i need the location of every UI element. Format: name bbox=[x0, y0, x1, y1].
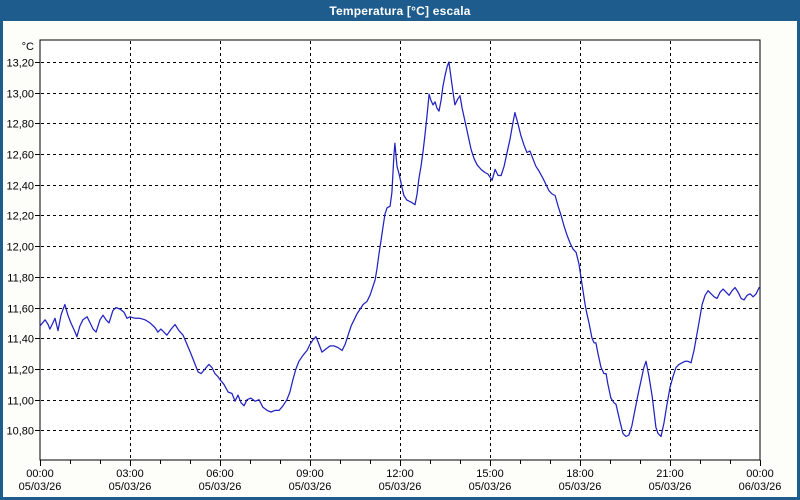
x-tick-time-label: 09:00 bbox=[296, 468, 324, 480]
y-tick-label: 12,80 bbox=[6, 119, 34, 131]
x-tick-time-label: 12:00 bbox=[386, 468, 414, 480]
x-tick-time-label: 21:00 bbox=[656, 468, 684, 480]
y-tick-label: 12,20 bbox=[6, 211, 34, 223]
x-tick-time-label: 00:00 bbox=[26, 468, 54, 480]
window-title: Temperatura [°C] escala bbox=[329, 3, 471, 18]
x-tick-date-label: 05/03/26 bbox=[649, 481, 692, 493]
y-tick-label: 11,40 bbox=[7, 334, 34, 346]
y-axis-unit-label: °C bbox=[22, 41, 34, 53]
x-tick-time-label: 18:00 bbox=[566, 468, 594, 480]
x-tick-time-label: 00:00 bbox=[746, 468, 774, 480]
y-tick-label: 11,20 bbox=[7, 365, 34, 377]
y-tick-label: 11,60 bbox=[7, 304, 34, 316]
x-tick-time-label: 06:00 bbox=[206, 468, 234, 480]
x-tick-date-label: 05/03/26 bbox=[199, 481, 242, 493]
y-tick-label: 11,80 bbox=[7, 273, 34, 285]
y-tick-label: 13,20 bbox=[6, 58, 34, 70]
y-tick-label: 13,00 bbox=[6, 89, 34, 101]
y-tick-label: 12,40 bbox=[6, 181, 34, 193]
temperature-line bbox=[39, 61, 760, 438]
temperature-chart: °C 13,20 13,00 12,80 12,60 12,40 12,20 12,00 11,… bbox=[6, 39, 782, 493]
x-tick-date-label: 05/03/26 bbox=[379, 481, 422, 493]
x-tick-time-label: 15:00 bbox=[476, 468, 504, 480]
y-tick-label: 10,80 bbox=[6, 426, 34, 438]
chart-content: °C 13,20 13,00 12,80 12,60 12,40 12,20 12,00 11,… bbox=[3, 21, 797, 497]
x-tick-date-label: 05/03/26 bbox=[469, 481, 512, 493]
x-tick-date-label: 05/03/26 bbox=[19, 481, 62, 493]
x-tick-time-label: 03:00 bbox=[116, 468, 144, 480]
x-tick-date-label: 06/03/26 bbox=[739, 481, 782, 493]
y-tick-label: 11,00 bbox=[7, 396, 34, 408]
y-tick-label: 12,60 bbox=[6, 150, 34, 162]
x-tick-date-label: 05/03/26 bbox=[109, 481, 152, 493]
x-tick-date-label: 05/03/26 bbox=[559, 481, 602, 493]
title-bar: Temperatura [°C] escala bbox=[0, 0, 800, 21]
x-tick-date-label: 05/03/26 bbox=[289, 481, 332, 493]
y-tick-label: 12,00 bbox=[6, 242, 34, 254]
